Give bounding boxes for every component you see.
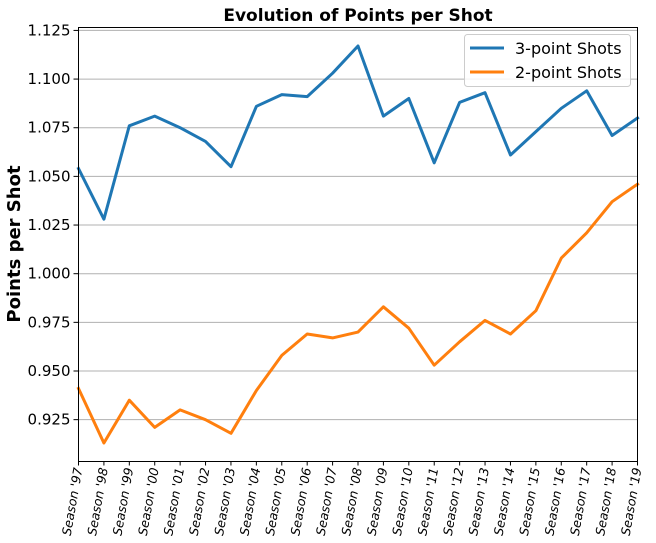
legend-label-2-point-shots: 2-point Shots (515, 63, 622, 82)
y-tick-label: 1.000 (28, 265, 71, 283)
y-tick-label: 1.050 (28, 167, 71, 185)
x-tick-label: Season '05 (262, 466, 289, 536)
x-tick-label: Season '00 (135, 466, 162, 536)
chart-title: Evolution of Points per Shot (223, 6, 492, 26)
legend: 3-point Shots 2-point Shots (464, 34, 631, 87)
series-layer (76, 44, 640, 445)
x-tick-label: Season '16 (542, 466, 569, 536)
x-tick-label: Season '01 (160, 466, 187, 536)
x-tick-label: Season '17 (567, 466, 594, 536)
plot-frame (78, 27, 638, 462)
y-tick-label: 0.950 (28, 362, 71, 380)
legend-label-3-point-shots: 3-point Shots (515, 39, 622, 58)
x-tick-label: Season '19 (618, 466, 645, 536)
x-tick-label: Season '03 (211, 466, 238, 536)
x-tick-label: Season '08 (338, 466, 365, 536)
gridlines (78, 29, 638, 421)
x-tick-label: Season '09 (364, 466, 391, 536)
x-tick-label: Season '11 (414, 466, 441, 536)
y-tick-label: 1.025 (28, 216, 71, 234)
x-tick-label: Season '99 (110, 466, 137, 536)
x-tick-label: Season '98 (84, 466, 111, 536)
x-tick-label: Season '14 (491, 466, 518, 536)
y-tick-label: 0.925 (28, 411, 71, 429)
x-tick-label: Season '10 (389, 466, 416, 536)
y-tick-label: 1.125 (28, 21, 71, 39)
x-tick-label: Season '97 (59, 466, 86, 536)
y-axis: 0.925 0.950 0.975 1.000 1.025 1.050 1.075 1.100… (28, 21, 79, 429)
x-tick-label: Season '06 (287, 466, 314, 536)
y-axis-label: Points per Shot (4, 165, 25, 323)
x-tick-label: Season '18 (592, 466, 619, 536)
legend-box (464, 34, 631, 87)
x-tick-label: Season '15 (516, 466, 543, 536)
series-line-3-point-shots (76, 44, 640, 221)
x-tick-label: Season '07 (313, 466, 340, 536)
x-tick-label: Season '02 (186, 466, 213, 536)
y-tick-label: 0.975 (28, 313, 71, 331)
y-tick-label: 1.075 (28, 119, 71, 137)
y-tick-label: 1.100 (28, 70, 71, 88)
series-line-2-point-shots (76, 182, 640, 445)
x-tick-label: Season '12 (440, 466, 467, 536)
x-tick-label: Season '04 (237, 466, 264, 536)
x-tick-label: Season '13 (465, 466, 492, 536)
